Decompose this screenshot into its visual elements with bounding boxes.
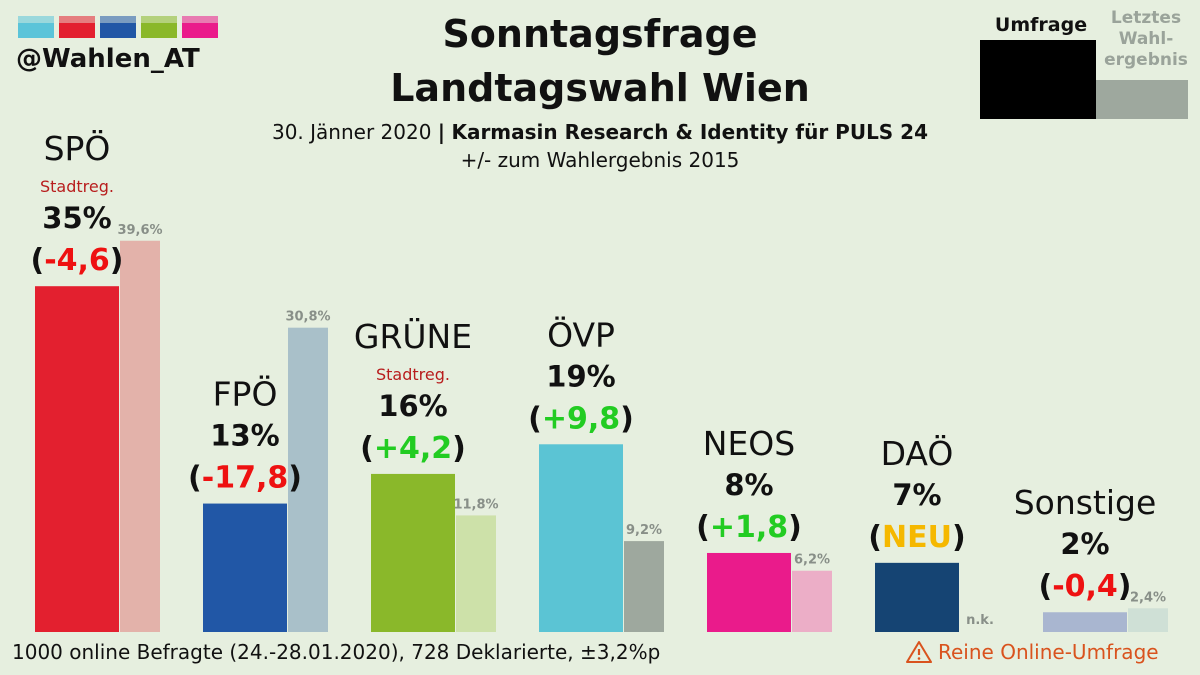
change-label: (+1,8) [696,510,802,545]
previous-value-label: 30,8% [285,310,330,325]
swatch-light [100,16,136,25]
party-label: ÖVP [547,314,615,354]
status-tag: Stadtreg. [376,365,450,384]
change-value: -17,8 [202,461,288,496]
previous-value-label: 11,8% [453,497,498,512]
change-value: -4,6 [44,243,110,278]
paren: ( [188,461,202,496]
change-value: +1,8 [710,510,788,545]
warning-note: Reine Online-Umfrage [906,640,1159,664]
poll-value-label: 2% [1060,527,1109,561]
previous-value-label: 2,4% [1130,590,1166,605]
poll-bar [371,473,455,632]
previous-bar [1128,608,1168,632]
color-swatch [182,23,218,38]
paren: ( [528,401,542,436]
previous-bar [456,515,496,632]
poll-value-label: 7% [892,478,941,512]
paren: ) [952,520,966,555]
legend-previous-label: Letztes Wahl- ergebnis [1098,8,1194,71]
poll-value-label: 13% [210,419,279,453]
poll-bar [707,552,791,632]
paren: ) [1118,569,1132,604]
poll-value-label: 8% [724,468,773,502]
change-label: (NEU) [868,520,965,555]
change-value: NEU [882,520,952,555]
poll-date: 30. Jänner 2020 [271,120,432,144]
color-swatch [18,23,54,38]
legend-previous-line: Letztes [1110,8,1182,28]
swatch-light [59,16,95,25]
handle-text: @Wahlen_AT [16,44,200,74]
paren: ( [1038,569,1052,604]
change-label: (+9,8) [528,401,634,436]
paren: ( [360,431,374,466]
warning-text: Reine Online-Umfrage [938,640,1159,664]
chart-title-line1: Sonntagsfrage [442,12,758,56]
paren: ) [452,431,466,466]
poll-value-label: 19% [546,359,615,393]
poll-bar [203,503,287,632]
swatch-light [182,16,218,25]
previous-value-label: 39,6% [117,223,162,238]
previous-bar [624,541,664,632]
comparison-note: +/- zum Wahlergebnis 2015 [460,148,740,172]
paren: ) [620,401,634,436]
change-value: +4,2 [374,431,452,466]
previous-bar [792,570,832,632]
poll-bar [35,286,119,632]
party-label: DAÖ [881,433,954,473]
change-label: (-0,4) [1038,569,1131,604]
swatch-light [141,16,177,25]
change-label: (-4,6) [30,243,123,278]
chart-title-line2: Landtagswahl Wien [390,66,810,110]
paren: ) [110,243,124,278]
status-tag: Stadtreg. [40,177,114,196]
swatch-light [18,16,54,25]
previous-value-label: n.k. [966,613,994,628]
change-label: (-17,8) [188,461,302,496]
change-label: (+4,2) [360,431,466,466]
legend-poll-box [980,40,1096,119]
legend-previous-line: ergebnis [1104,50,1188,70]
party-label: FPÖ [213,374,278,414]
paren: ) [288,461,302,496]
color-swatch [59,23,95,38]
legend-previous-line: Wahl- [1118,29,1174,49]
previous-bar [120,240,160,632]
paren: ( [696,510,710,545]
poll-value-label: 35% [42,201,111,235]
change-value: +9,8 [542,401,620,436]
party-label: Sonstige [1014,483,1157,522]
legend-poll-label: Umfrage [994,14,1088,36]
paren: ( [30,243,44,278]
poll-bar [875,562,959,632]
previous-value-label: 9,2% [626,523,662,538]
paren: ) [788,510,802,545]
poll-value-label: 16% [378,389,447,423]
party-label: GRÜNE [354,316,472,356]
legend-previous-box [1096,80,1188,119]
previous-value-label: 6,2% [794,553,830,568]
paren: ( [868,520,882,555]
method-note: 1000 online Befragte (24.-28.01.2020), 7… [12,640,661,664]
color-swatch [141,23,177,38]
change-value: -0,4 [1052,569,1118,604]
warning-icon [906,641,932,663]
pollster-name: Karmasin Research & Identity für PULS 24 [451,120,929,144]
party-label: NEOS [703,424,795,463]
color-swatch [100,23,136,38]
poll-bar [1043,612,1127,632]
subtitle-separator: | [437,120,446,144]
party-label: SPÖ [44,128,111,168]
previous-bar [288,327,328,632]
poll-bar [539,444,623,632]
chart-subtitle: 30. Jänner 2020 | Karmasin Research & Id… [200,120,1000,144]
